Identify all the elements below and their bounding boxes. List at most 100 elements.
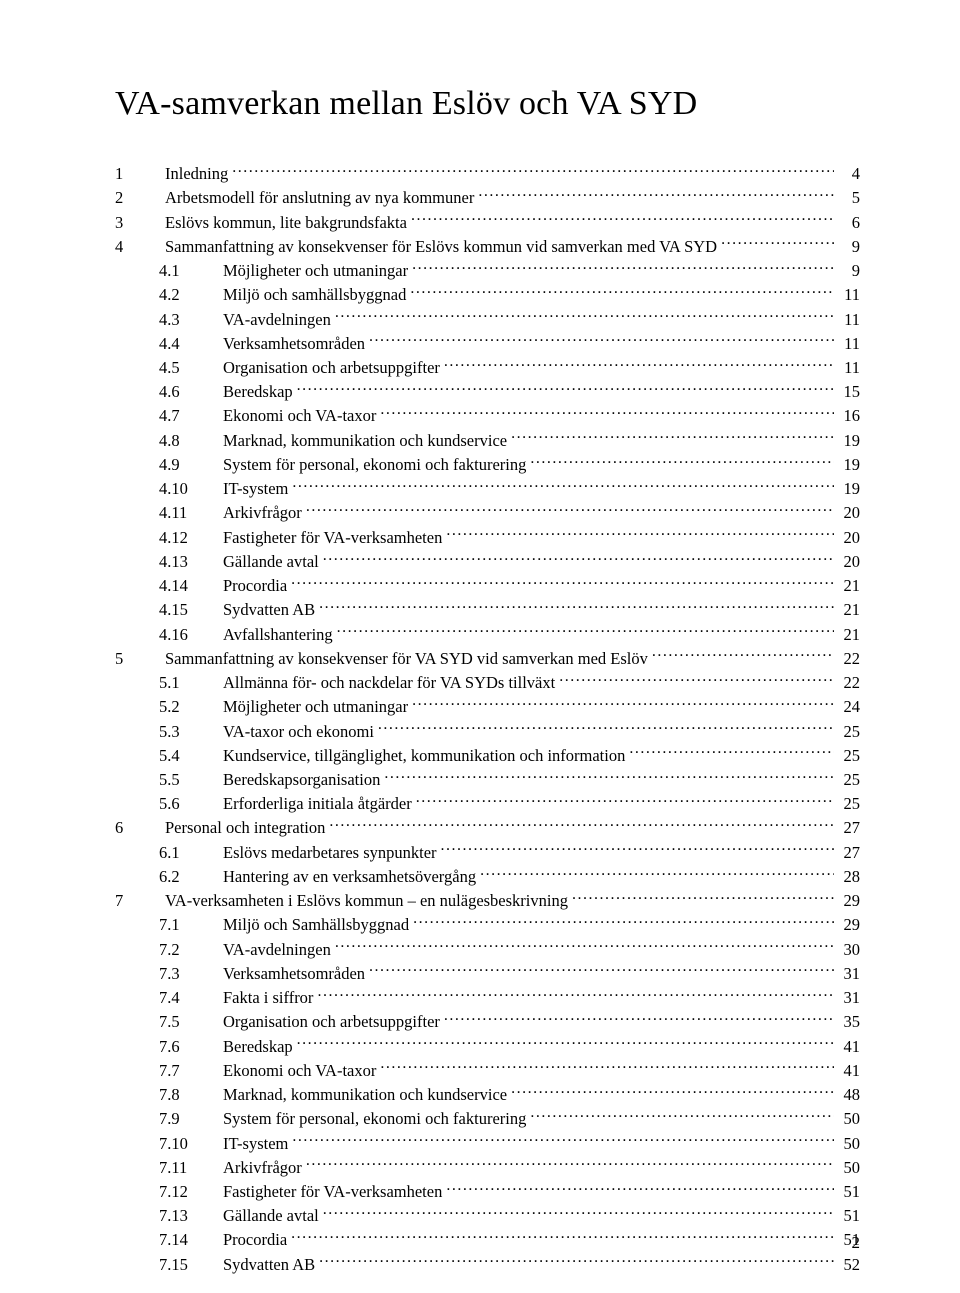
toc-entry-title: Sydvatten AB [223,598,319,621]
toc-entry-page: 25 [834,768,860,791]
toc-leader-dots [319,1252,834,1270]
toc-entry-number: 5.4 [159,744,223,767]
toc-leader-dots [337,621,834,639]
toc-row: 7.6Beredskap41 [159,1033,860,1057]
toc-row: 5.4Kundservice, tillgänglighet, kommunik… [159,743,860,767]
toc-entry-page: 29 [834,889,860,912]
toc-entry-page: 19 [834,477,860,500]
toc-leader-dots [411,209,834,227]
toc-entry-title: VA-taxor och ekonomi [223,720,378,743]
toc-row: 5.1Allmänna för- och nackdelar för VA SY… [159,670,860,694]
toc-row: 7.13Gällande avtal51 [159,1203,860,1227]
toc-leader-dots [652,646,834,664]
toc-entry-page: 15 [834,380,860,403]
toc-entry-number: 7.8 [159,1083,223,1106]
toc-leader-dots [416,791,834,809]
toc-entry-number: 6.1 [159,841,223,864]
toc-entry-page: 21 [834,574,860,597]
toc-entry-number: 4.3 [159,308,223,331]
toc-entry-page: 31 [834,962,860,985]
toc-row: 4.8Marknad, kommunikation och kundservic… [159,428,860,452]
toc-leader-dots [444,355,834,373]
toc-entry-number: 7.15 [159,1253,223,1276]
page-title: VA-samverkan mellan Eslöv och VA SYD [115,85,860,123]
toc-leader-dots [441,840,834,858]
toc-entry-title: System för personal, ekonomi och fakture… [223,1107,530,1130]
toc-leader-dots [511,428,834,446]
toc-entry-number: 5.1 [159,671,223,694]
toc-leader-dots [306,1155,834,1173]
toc-leader-dots [412,258,834,276]
toc-entry-title: Sammanfattning av konsekvenser för Eslöv… [165,235,721,258]
toc-entry-title: Verksamhetsområden [223,962,369,985]
toc-entry-title: Organisation och arbetsuppgifter [223,1010,444,1033]
toc-entry-title: VA-avdelningen [223,308,335,331]
toc-entry-title: VA-avdelningen [223,938,335,961]
toc-entry-number: 7.13 [159,1204,223,1227]
toc-entry-title: System för personal, ekonomi och fakture… [223,453,530,476]
toc-entry-title: Ekonomi och VA-taxor [223,1059,380,1082]
toc-entry-page: 20 [834,526,860,549]
toc-leader-dots [317,985,834,1003]
toc-row: 4.10IT-system 19 [159,476,860,500]
toc-row: 6Personal och integration27 [115,815,860,839]
toc-entry-page: 24 [834,695,860,718]
toc-entry-page: 20 [834,550,860,573]
toc-entry-number: 1 [115,162,165,185]
toc-entry-page: 16 [834,404,860,427]
toc-entry-page: 50 [834,1107,860,1130]
toc-entry-number: 4 [115,235,165,258]
toc-entry-title: Gällande avtal [223,550,323,573]
toc-row: 1Inledning4 [115,161,860,185]
toc-entry-page: 29 [834,913,860,936]
toc-entry-number: 2 [115,186,165,209]
toc-leader-dots [335,937,834,955]
toc-entry-number: 4.5 [159,356,223,379]
toc-entry-page: 48 [834,1083,860,1106]
toc-entry-title: Fastigheter för VA-verksamheten [223,1180,446,1203]
toc-leader-dots [478,185,834,203]
toc-entry-title: IT-system [223,477,292,500]
toc-row: 4.13Gällande avtal20 [159,549,860,573]
toc-entry-title: Organisation och arbetsuppgifter [223,356,444,379]
toc-entry-page: 11 [834,332,860,355]
toc-entry-page: 30 [834,938,860,961]
toc-leader-dots [511,1082,834,1100]
toc-entry-page: 35 [834,1010,860,1033]
toc-entry-number: 6.2 [159,865,223,888]
toc-entry-page: 19 [834,429,860,452]
toc-entry-page: 11 [834,356,860,379]
toc-entry-title: Eslövs medarbetares synpunkter [223,841,441,864]
toc-entry-page: 11 [834,308,860,331]
toc-leader-dots [232,161,834,179]
toc-row: 4.16Avfallshantering21 [159,621,860,645]
toc-leader-dots [530,452,834,470]
toc-leader-dots [323,1203,834,1221]
toc-entry-page: 28 [834,865,860,888]
toc-leader-dots [319,597,834,615]
toc-row: 7.4Fakta i siffror31 [159,985,860,1009]
toc-entry-number: 4.9 [159,453,223,476]
toc-row: 4.7Ekonomi och VA-taxor16 [159,403,860,427]
toc-entry-number: 7.9 [159,1107,223,1130]
toc-entry-number: 7 [115,889,165,912]
toc-entry-title: Marknad, kommunikation och kundservice [223,429,511,452]
toc-leader-dots [292,476,834,494]
toc-entry-number: 4.8 [159,429,223,452]
toc-entry-number: 4.10 [159,477,223,500]
toc-entry-page: 31 [834,986,860,1009]
toc-row: 4.12Fastigheter för VA-verksamheten20 [159,525,860,549]
toc-row: 2Arbetsmodell för anslutning av nya komm… [115,185,860,209]
toc-entry-title: Procordia [223,1228,291,1251]
toc-entry-number: 7.10 [159,1132,223,1155]
toc-entry-page: 51 [834,1204,860,1227]
toc-entry-number: 4.15 [159,598,223,621]
toc-entry-number: 7.12 [159,1180,223,1203]
toc-entry-title: Marknad, kommunikation och kundservice [223,1083,511,1106]
toc-entry-page: 27 [834,816,860,839]
toc-entry-title: Fastigheter för VA-verksamheten [223,526,446,549]
toc-leader-dots [572,888,834,906]
toc-entry-page: 21 [834,623,860,646]
toc-row: 4.11Arkivfrågor20 [159,500,860,524]
toc-row: 4.5Organisation och arbetsuppgifter 11 [159,355,860,379]
